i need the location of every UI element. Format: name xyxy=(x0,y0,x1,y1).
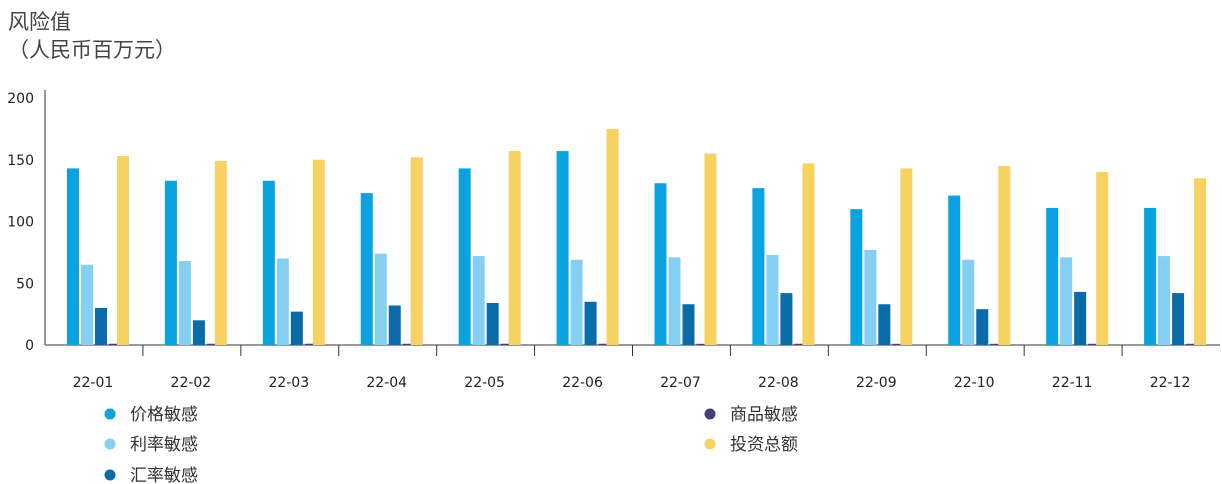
bar xyxy=(1158,256,1171,345)
x-category-label: 22-11 xyxy=(1052,375,1093,391)
bar xyxy=(878,304,891,345)
x-category-label: 22-12 xyxy=(1150,375,1191,391)
bar xyxy=(486,303,499,345)
bar xyxy=(1046,207,1059,345)
x-category-label: 22-08 xyxy=(758,375,799,391)
x-category-label: 22-10 xyxy=(954,375,995,391)
legend-marker xyxy=(104,438,116,450)
y-tick-label: 200 xyxy=(7,91,34,107)
bar xyxy=(850,209,863,345)
bar xyxy=(500,343,513,345)
bar xyxy=(472,256,485,345)
bar xyxy=(752,188,765,345)
bar xyxy=(192,320,205,345)
bar xyxy=(794,343,807,345)
bar xyxy=(117,156,129,345)
bar xyxy=(458,168,471,345)
bar xyxy=(1088,343,1101,345)
bar xyxy=(206,343,219,345)
bar xyxy=(948,195,961,345)
y-tick-label: 150 xyxy=(7,153,34,169)
bar xyxy=(892,343,905,345)
x-category-label: 22-06 xyxy=(562,375,603,391)
bar xyxy=(95,307,107,345)
chart-title: 风险值 xyxy=(8,10,71,34)
bar xyxy=(1096,172,1109,345)
bar xyxy=(668,257,681,345)
bar xyxy=(606,128,619,345)
bar xyxy=(654,183,667,345)
bar xyxy=(864,249,877,345)
bar xyxy=(81,264,93,345)
bar xyxy=(802,163,815,345)
bar xyxy=(1060,257,1073,345)
bar xyxy=(998,165,1011,345)
bar xyxy=(1194,178,1207,345)
bar xyxy=(900,168,913,345)
x-category-label: 22-04 xyxy=(366,375,407,391)
legend-label: 商品敏感 xyxy=(730,405,798,425)
chart-axes xyxy=(44,90,1220,356)
bar xyxy=(704,153,717,345)
chart-bars xyxy=(67,128,1207,345)
bar xyxy=(556,151,569,345)
x-category-label: 22-09 xyxy=(856,375,897,391)
x-category-label: 22-02 xyxy=(171,375,212,391)
bar xyxy=(276,258,289,345)
bar xyxy=(976,309,989,345)
legend-marker xyxy=(104,408,116,420)
bar xyxy=(990,343,1003,345)
legend-label: 价格敏感 xyxy=(130,405,198,425)
bar xyxy=(780,293,793,345)
bar xyxy=(374,253,387,345)
legend-marker xyxy=(704,438,716,450)
bar xyxy=(109,343,121,345)
bar xyxy=(696,343,709,345)
chart-labels: 0 50 100 150 200 22-01 22-02 22-03 22-04 22-05 22-… xyxy=(7,91,1190,391)
bar xyxy=(682,304,695,345)
legend-marker xyxy=(104,469,116,481)
bar xyxy=(312,159,325,345)
bar xyxy=(598,343,611,345)
y-tick-label: 50 xyxy=(16,276,34,292)
bar xyxy=(67,168,79,345)
legend-marker xyxy=(704,408,716,420)
bar xyxy=(290,311,303,345)
bar xyxy=(962,259,975,345)
legend-label: 投资总额 xyxy=(730,435,798,455)
legend-label: 利率敏感 xyxy=(130,435,198,455)
x-category-label: 22-01 xyxy=(73,375,114,391)
bar xyxy=(766,254,779,345)
chart-subtitle: （人民币百万元） xyxy=(8,38,176,62)
x-category-label: 22-03 xyxy=(268,375,309,391)
bar xyxy=(508,151,521,345)
bar xyxy=(1144,207,1157,345)
bar xyxy=(402,343,415,345)
y-tick-label: 100 xyxy=(7,215,34,231)
bar xyxy=(1172,293,1185,345)
bar xyxy=(178,261,191,345)
bar xyxy=(410,157,423,345)
y-tick-label: 0 xyxy=(25,338,34,354)
chart-title-block: 风险值 （人民币百万元） xyxy=(8,8,176,64)
x-category-label: 22-05 xyxy=(464,375,505,391)
bar xyxy=(570,259,583,345)
bar xyxy=(1186,343,1199,345)
bar xyxy=(262,180,275,345)
bar xyxy=(360,193,373,345)
bar xyxy=(388,305,401,345)
bar xyxy=(584,301,597,345)
bar xyxy=(304,343,317,345)
bar xyxy=(214,160,227,345)
x-category-label: 22-07 xyxy=(660,375,701,391)
bar xyxy=(164,180,177,345)
legend-label: 汇率敏感 xyxy=(130,466,198,484)
bar xyxy=(1074,291,1087,345)
